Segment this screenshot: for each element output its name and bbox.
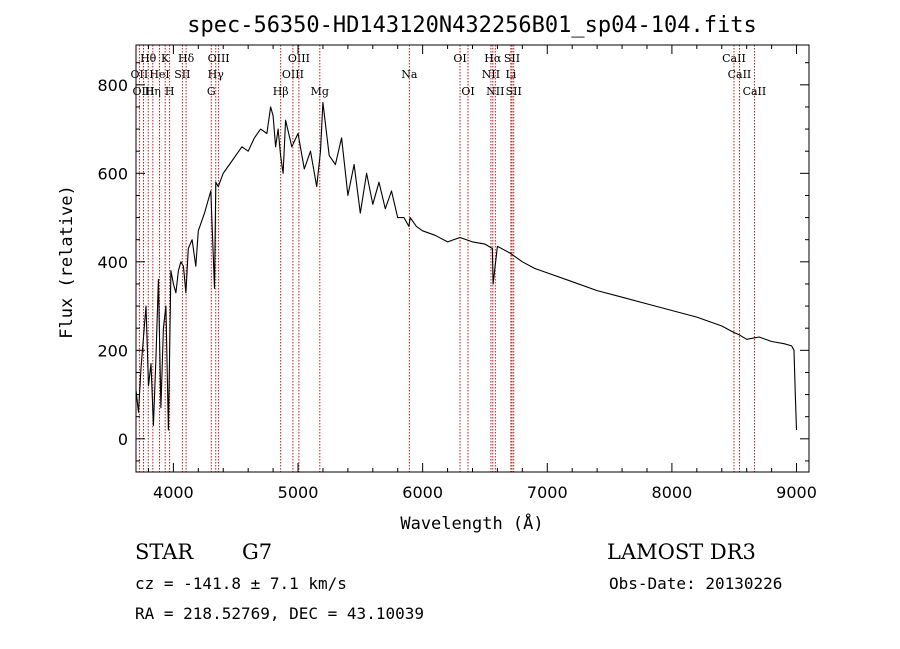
object-subclass: G7 xyxy=(242,540,273,564)
line-label: Mg xyxy=(311,85,329,98)
line-label: OII xyxy=(131,68,149,81)
line-label: OIII xyxy=(132,85,154,98)
line-label: SII xyxy=(174,68,190,81)
x-tick-label: 5000 xyxy=(278,483,319,502)
redshift-value: cz = -141.8 ± 7.1 km/s xyxy=(135,574,347,593)
line-label: OIII xyxy=(288,52,310,65)
line-label: Na xyxy=(401,68,418,81)
line-label: NII xyxy=(486,85,504,98)
y-tick-label: 0 xyxy=(118,430,128,449)
y-tick-label: 200 xyxy=(97,341,128,360)
y-axis: 0 200 400 600 800 xyxy=(97,62,809,462)
line-markers xyxy=(138,45,755,472)
plot-frame xyxy=(135,44,810,473)
line-label: K xyxy=(161,52,170,65)
spectrum-series-line xyxy=(135,101,798,431)
line-label: CaII xyxy=(743,85,767,98)
line-label: Li xyxy=(505,68,516,81)
y-tick-label: 400 xyxy=(97,253,128,272)
observation-date: Obs-Date: 20130226 xyxy=(609,574,783,593)
line-label: Hδ xyxy=(178,52,195,65)
line-label: H xyxy=(165,85,175,98)
line-label: Hη xyxy=(145,85,161,98)
x-tick-label: 4000 xyxy=(153,483,194,502)
line-label: SII xyxy=(504,52,520,65)
line-label: Hα xyxy=(484,52,502,65)
survey-name: LAMOST DR3 xyxy=(607,540,756,564)
x-tick-label: 6000 xyxy=(402,483,443,502)
y-tick-label: 800 xyxy=(97,76,128,95)
line-label: G xyxy=(207,85,216,98)
line-label: OI xyxy=(461,85,474,98)
line-label: NII xyxy=(482,68,500,81)
line-label: CaII xyxy=(722,52,746,65)
line-label: Hβ xyxy=(273,85,289,98)
y-tick-label: 600 xyxy=(97,164,128,183)
x-axis: 4000 5000 6000 7000 8000 9000 xyxy=(147,45,817,502)
line-label: SII xyxy=(506,85,522,98)
chart-title: spec-56350-HD143120N432256B01_sp04-104.f… xyxy=(187,13,757,38)
line-label: CaII xyxy=(728,68,752,81)
object-class: STAR xyxy=(135,540,194,564)
x-tick-label: 7000 xyxy=(527,483,568,502)
line-label: HeI xyxy=(149,68,169,81)
y-axis-label: Flux (relative) xyxy=(57,185,77,339)
line-label: Hθ xyxy=(140,52,157,65)
x-tick-label: 9000 xyxy=(776,483,817,502)
line-label: OIII xyxy=(208,52,230,65)
line-label: Hγ xyxy=(208,68,225,81)
line-label: OI xyxy=(453,52,466,65)
x-axis-label: Wavelength (Å) xyxy=(400,512,543,534)
coordinates: RA = 218.52769, DEC = 43.10039 xyxy=(135,604,424,623)
x-tick-label: 8000 xyxy=(652,483,693,502)
line-label: OIII xyxy=(282,68,304,81)
